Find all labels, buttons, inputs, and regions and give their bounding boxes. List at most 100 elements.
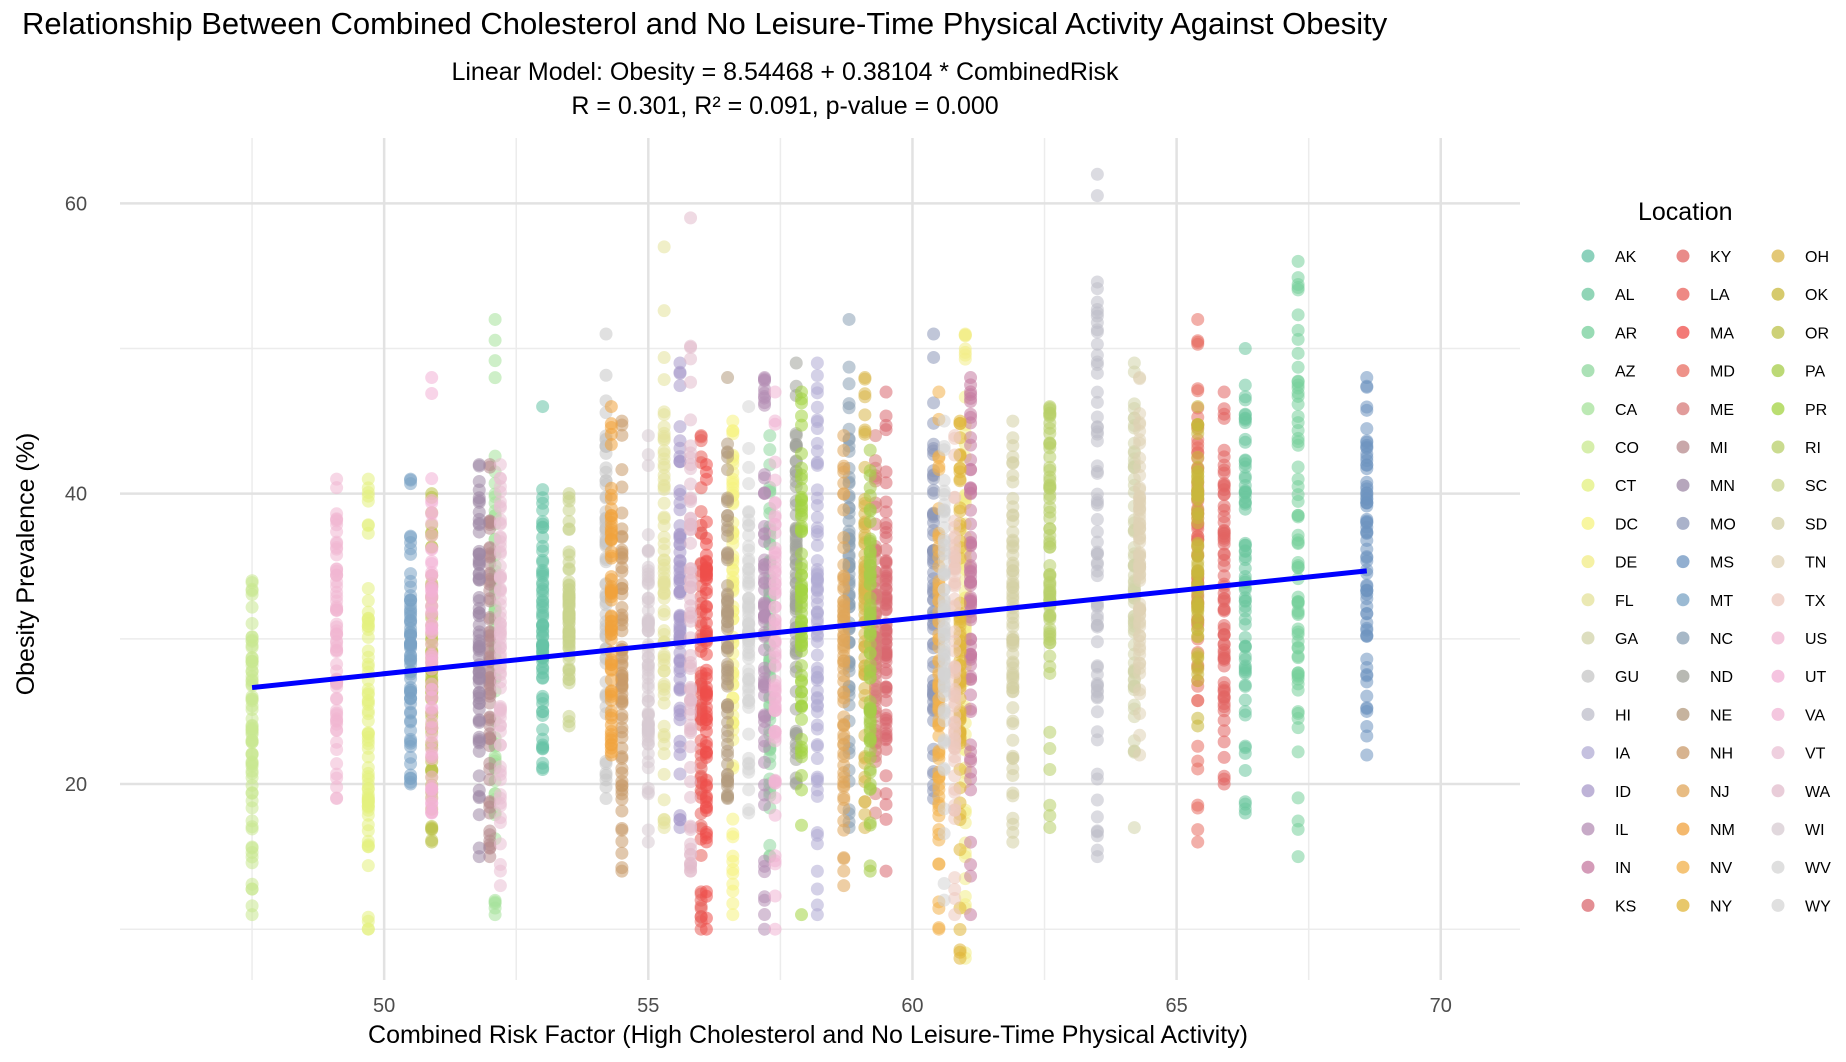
series-ri — [1043, 400, 1057, 835]
data-point — [425, 583, 439, 597]
legend-key — [1581, 669, 1595, 683]
data-point — [863, 646, 877, 660]
data-point — [1360, 689, 1374, 703]
data-point — [863, 714, 877, 728]
data-point — [1291, 706, 1305, 720]
data-point — [810, 583, 824, 597]
data-point — [425, 637, 439, 651]
data-point — [1090, 420, 1104, 434]
data-point — [1133, 407, 1147, 421]
data-point — [1191, 465, 1205, 479]
data-point — [721, 587, 735, 601]
data-point — [879, 476, 893, 490]
data-point — [699, 647, 713, 661]
data-point — [604, 400, 618, 414]
data-point — [488, 333, 502, 347]
data-point — [657, 767, 671, 781]
data-point — [684, 446, 698, 460]
legend-key — [1676, 364, 1690, 378]
data-point — [863, 469, 877, 483]
data-point — [1217, 627, 1231, 641]
data-point — [937, 521, 951, 535]
data-point — [684, 724, 698, 738]
data-point — [758, 643, 772, 657]
data-point — [1217, 603, 1231, 617]
data-point — [1291, 360, 1305, 374]
data-point — [837, 600, 851, 614]
data-point — [937, 637, 951, 651]
data-point — [425, 568, 439, 582]
legend-key — [1581, 860, 1595, 874]
data-point — [1191, 491, 1205, 505]
data-point — [1238, 378, 1252, 392]
data-point — [657, 696, 671, 710]
legend-item-pr: PR — [1771, 402, 1827, 419]
data-point — [657, 747, 671, 761]
data-point — [1291, 561, 1305, 575]
data-point — [1291, 460, 1305, 474]
data-point — [673, 484, 687, 498]
legend-label: GA — [1615, 631, 1638, 648]
data-point — [1360, 748, 1374, 762]
data-point — [604, 609, 618, 623]
data-point — [837, 695, 851, 709]
legend-label: FL — [1615, 593, 1634, 610]
data-point — [604, 689, 618, 703]
data-point — [937, 680, 951, 694]
data-point — [758, 373, 772, 387]
data-point — [964, 738, 978, 752]
data-point — [1090, 545, 1104, 559]
data-point — [684, 561, 698, 575]
data-point — [768, 648, 782, 662]
legend-label: OR — [1805, 325, 1829, 342]
legend-item-nd: ND — [1676, 669, 1733, 686]
data-point — [1238, 561, 1252, 575]
data-point — [657, 468, 671, 482]
legend-item-ga: GA — [1581, 631, 1638, 648]
series-co — [245, 574, 259, 922]
data-point — [330, 708, 344, 722]
data-point — [810, 908, 824, 922]
data-point — [641, 737, 655, 751]
data-point — [937, 443, 951, 457]
data-point — [699, 583, 713, 597]
data-point — [1191, 659, 1205, 673]
data-point — [795, 481, 809, 495]
major-gridlines — [120, 138, 1520, 980]
legend-label: SC — [1805, 478, 1827, 495]
data-point — [937, 802, 951, 816]
data-point — [1191, 629, 1205, 643]
legend-item-az: AZ — [1581, 364, 1636, 381]
legend-label: IA — [1615, 746, 1630, 763]
x-tick-label: 70 — [1430, 995, 1452, 1017]
data-point — [657, 373, 671, 387]
data-point — [245, 633, 259, 647]
legend-label: NY — [1710, 898, 1733, 915]
data-point — [657, 544, 671, 558]
data-point — [810, 455, 824, 469]
data-point — [361, 839, 375, 853]
data-point — [1217, 537, 1231, 551]
data-point — [615, 846, 629, 860]
data-point — [1291, 375, 1305, 389]
legend-key — [1581, 898, 1595, 912]
legend-key — [1771, 860, 1785, 874]
data-point — [330, 791, 344, 805]
data-point — [758, 661, 772, 675]
data-point — [1090, 843, 1104, 857]
data-point — [493, 796, 507, 810]
data-point — [964, 431, 978, 445]
data-point — [1133, 707, 1147, 721]
data-point — [742, 555, 756, 569]
data-point — [615, 834, 629, 848]
data-point — [493, 559, 507, 573]
data-point — [536, 539, 550, 553]
data-point — [1127, 821, 1141, 835]
data-point — [837, 728, 851, 742]
legend-key — [1771, 287, 1785, 301]
data-point — [641, 671, 655, 685]
data-point — [768, 455, 782, 469]
data-point — [1291, 254, 1305, 268]
data-point — [863, 781, 877, 795]
data-point — [948, 520, 962, 534]
